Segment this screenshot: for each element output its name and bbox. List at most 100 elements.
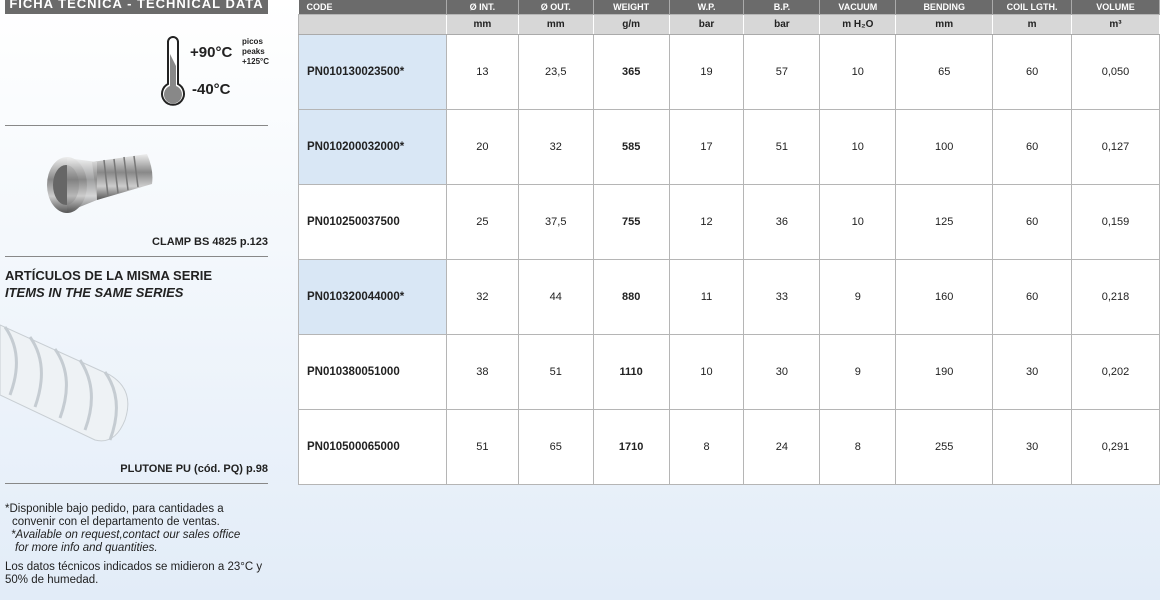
table-cell: 60	[992, 183, 1073, 260]
table-cell: 51	[517, 333, 594, 410]
table-cell: 30	[992, 333, 1073, 410]
table-cell: 755	[592, 183, 670, 260]
unit-cell: m³	[1071, 13, 1160, 35]
peak-value: +125°C	[242, 57, 269, 66]
clamp-fitting-image	[47, 154, 153, 213]
column-header: BENDING	[895, 0, 994, 14]
divider	[5, 483, 268, 484]
unit-cell: g/m	[592, 13, 670, 35]
table-cell: 33	[743, 258, 821, 335]
table-cell: 1110	[592, 333, 670, 410]
note-es-line2: convenir con el departamento de ventas.	[12, 516, 220, 528]
table-cell: 0,159	[1071, 183, 1160, 260]
table-cell: 0,202	[1071, 333, 1160, 410]
note-es-line1: *Disponible bajo pedido, para cantidades…	[5, 503, 224, 515]
column-header: Ø OUT.	[518, 0, 594, 14]
table-cell: 32	[445, 258, 519, 335]
peak-temperature: picos peaks +125°C	[242, 37, 269, 67]
table-cell: 51	[445, 408, 519, 485]
series-heading-en: ITEMS IN THE SAME SERIES	[5, 285, 184, 300]
table-cell: 12	[668, 183, 745, 260]
product-code: PN010380051000	[298, 333, 447, 410]
unit-cell: bar	[668, 13, 745, 35]
peak-label-es: picos	[242, 37, 263, 46]
table-cell: 38	[445, 333, 519, 410]
unit-cell	[298, 13, 447, 35]
table-cell: 60	[992, 258, 1073, 335]
unit-cell: bar	[743, 13, 821, 35]
table-cell: 125	[895, 183, 994, 260]
table-cell: 585	[592, 108, 670, 185]
table-cell: 1710	[592, 408, 670, 485]
series-heading-es: ARTÍCULOS DE LA MISMA SERIE	[5, 268, 213, 283]
unit-cell: mm	[517, 13, 594, 35]
divider	[5, 256, 268, 257]
product-code: PN010500065000	[298, 408, 447, 485]
table-cell: 19	[668, 33, 745, 110]
technical-data-table: CODE Ø INT. Ø OUT. WEIGHT W.P. B.P. VACUUM BEND…	[298, 0, 1160, 485]
table-cell: 13	[445, 33, 519, 110]
table-cell: 44	[517, 258, 594, 335]
product-code: PN010320044000*	[298, 258, 447, 335]
note-en-line2: for more info and quantities.	[15, 542, 158, 554]
note-en-line1: *Available on request,contact our sales …	[11, 529, 241, 541]
section-title: FICHA TÉCNICA - TECHNICAL DATA	[5, 0, 268, 14]
table-row: PN010250037500 25 37,5 755 12 36 10 125 60 0,159	[298, 183, 1160, 260]
divider	[5, 125, 268, 126]
table-cell: 100	[895, 108, 994, 185]
max-temperature: +90°C	[190, 44, 233, 61]
column-header: CODE	[298, 0, 447, 14]
table-cell: 25	[445, 183, 519, 260]
column-header: B.P.	[743, 0, 821, 14]
table-cell: 10	[819, 108, 897, 185]
table-cell: 0,291	[1071, 408, 1160, 485]
column-header: Ø INT.	[446, 0, 519, 14]
table-cell: 57	[743, 33, 821, 110]
table-cell: 365	[592, 33, 670, 110]
table-cell: 36	[743, 183, 821, 260]
table-cell: 160	[895, 258, 994, 335]
table-cell: 10	[819, 183, 897, 260]
product-code: PN010200032000*	[298, 108, 447, 185]
table-cell: 37,5	[517, 183, 594, 260]
table-row: PN010200032000* 20 32 585 17 51 10 100 60 0,127	[298, 108, 1160, 185]
table-cell: 60	[992, 33, 1073, 110]
table-cell: 880	[592, 258, 670, 335]
table-cell: 24	[743, 408, 821, 485]
unit-cell: mm	[895, 13, 994, 35]
table-cell: 11	[668, 258, 745, 335]
column-header: VACUUM	[819, 0, 897, 14]
table-cell: 60	[992, 108, 1073, 185]
product-code: PN010250037500	[298, 183, 447, 260]
table-cell: 0,050	[1071, 33, 1160, 110]
column-header: VOLUME	[1071, 0, 1160, 14]
table-row: PN010500065000 51 65 1710 8 24 8 255 30 0,291	[298, 408, 1160, 485]
table-cell: 30	[992, 408, 1073, 485]
table-cell: 10	[668, 333, 745, 410]
product-code: PN010130023500*	[298, 33, 447, 110]
table-cell: 0,127	[1071, 108, 1160, 185]
table-cell: 255	[895, 408, 994, 485]
sidebar: FICHA TÉCNICA - TECHNICAL DATA +90°C pic…	[0, 0, 290, 600]
series-item-caption[interactable]: PLUTONE PU (cód. PQ) p.98	[120, 463, 268, 475]
units-row: mm mm g/m bar bar m H₂O mm m m³	[298, 13, 1160, 35]
table-cell: 9	[819, 333, 897, 410]
table-cell: 20	[445, 108, 519, 185]
accessory-caption[interactable]: CLAMP BS 4825 p.123	[152, 236, 268, 248]
table-cell: 65	[517, 408, 594, 485]
table-cell: 51	[743, 108, 821, 185]
min-temperature: -40°C	[192, 81, 231, 98]
table-cell: 32	[517, 108, 594, 185]
series-heading: ARTÍCULOS DE LA MISMA SERIE ITEMS IN THE…	[5, 267, 212, 301]
table-cell: 30	[743, 333, 821, 410]
unit-cell: m H₂O	[819, 13, 897, 35]
table-row: PN010320044000* 32 44 880 11 33 9 160 60 0,218	[298, 258, 1160, 335]
table-cell: 17	[668, 108, 745, 185]
column-header: W.P.	[669, 0, 745, 14]
table-cell: 65	[895, 33, 994, 110]
table-cell: 23,5	[517, 33, 594, 110]
hose-image	[0, 324, 129, 442]
table-row: PN010380051000 38 51 1110 10 30 9 190 30 0,202	[298, 333, 1160, 410]
table-row: PN010130023500* 13 23,5 365 19 57 10 65 60 0,050	[298, 33, 1160, 110]
note-conditions: Los datos técnicos indicados se midieron…	[5, 561, 263, 586]
